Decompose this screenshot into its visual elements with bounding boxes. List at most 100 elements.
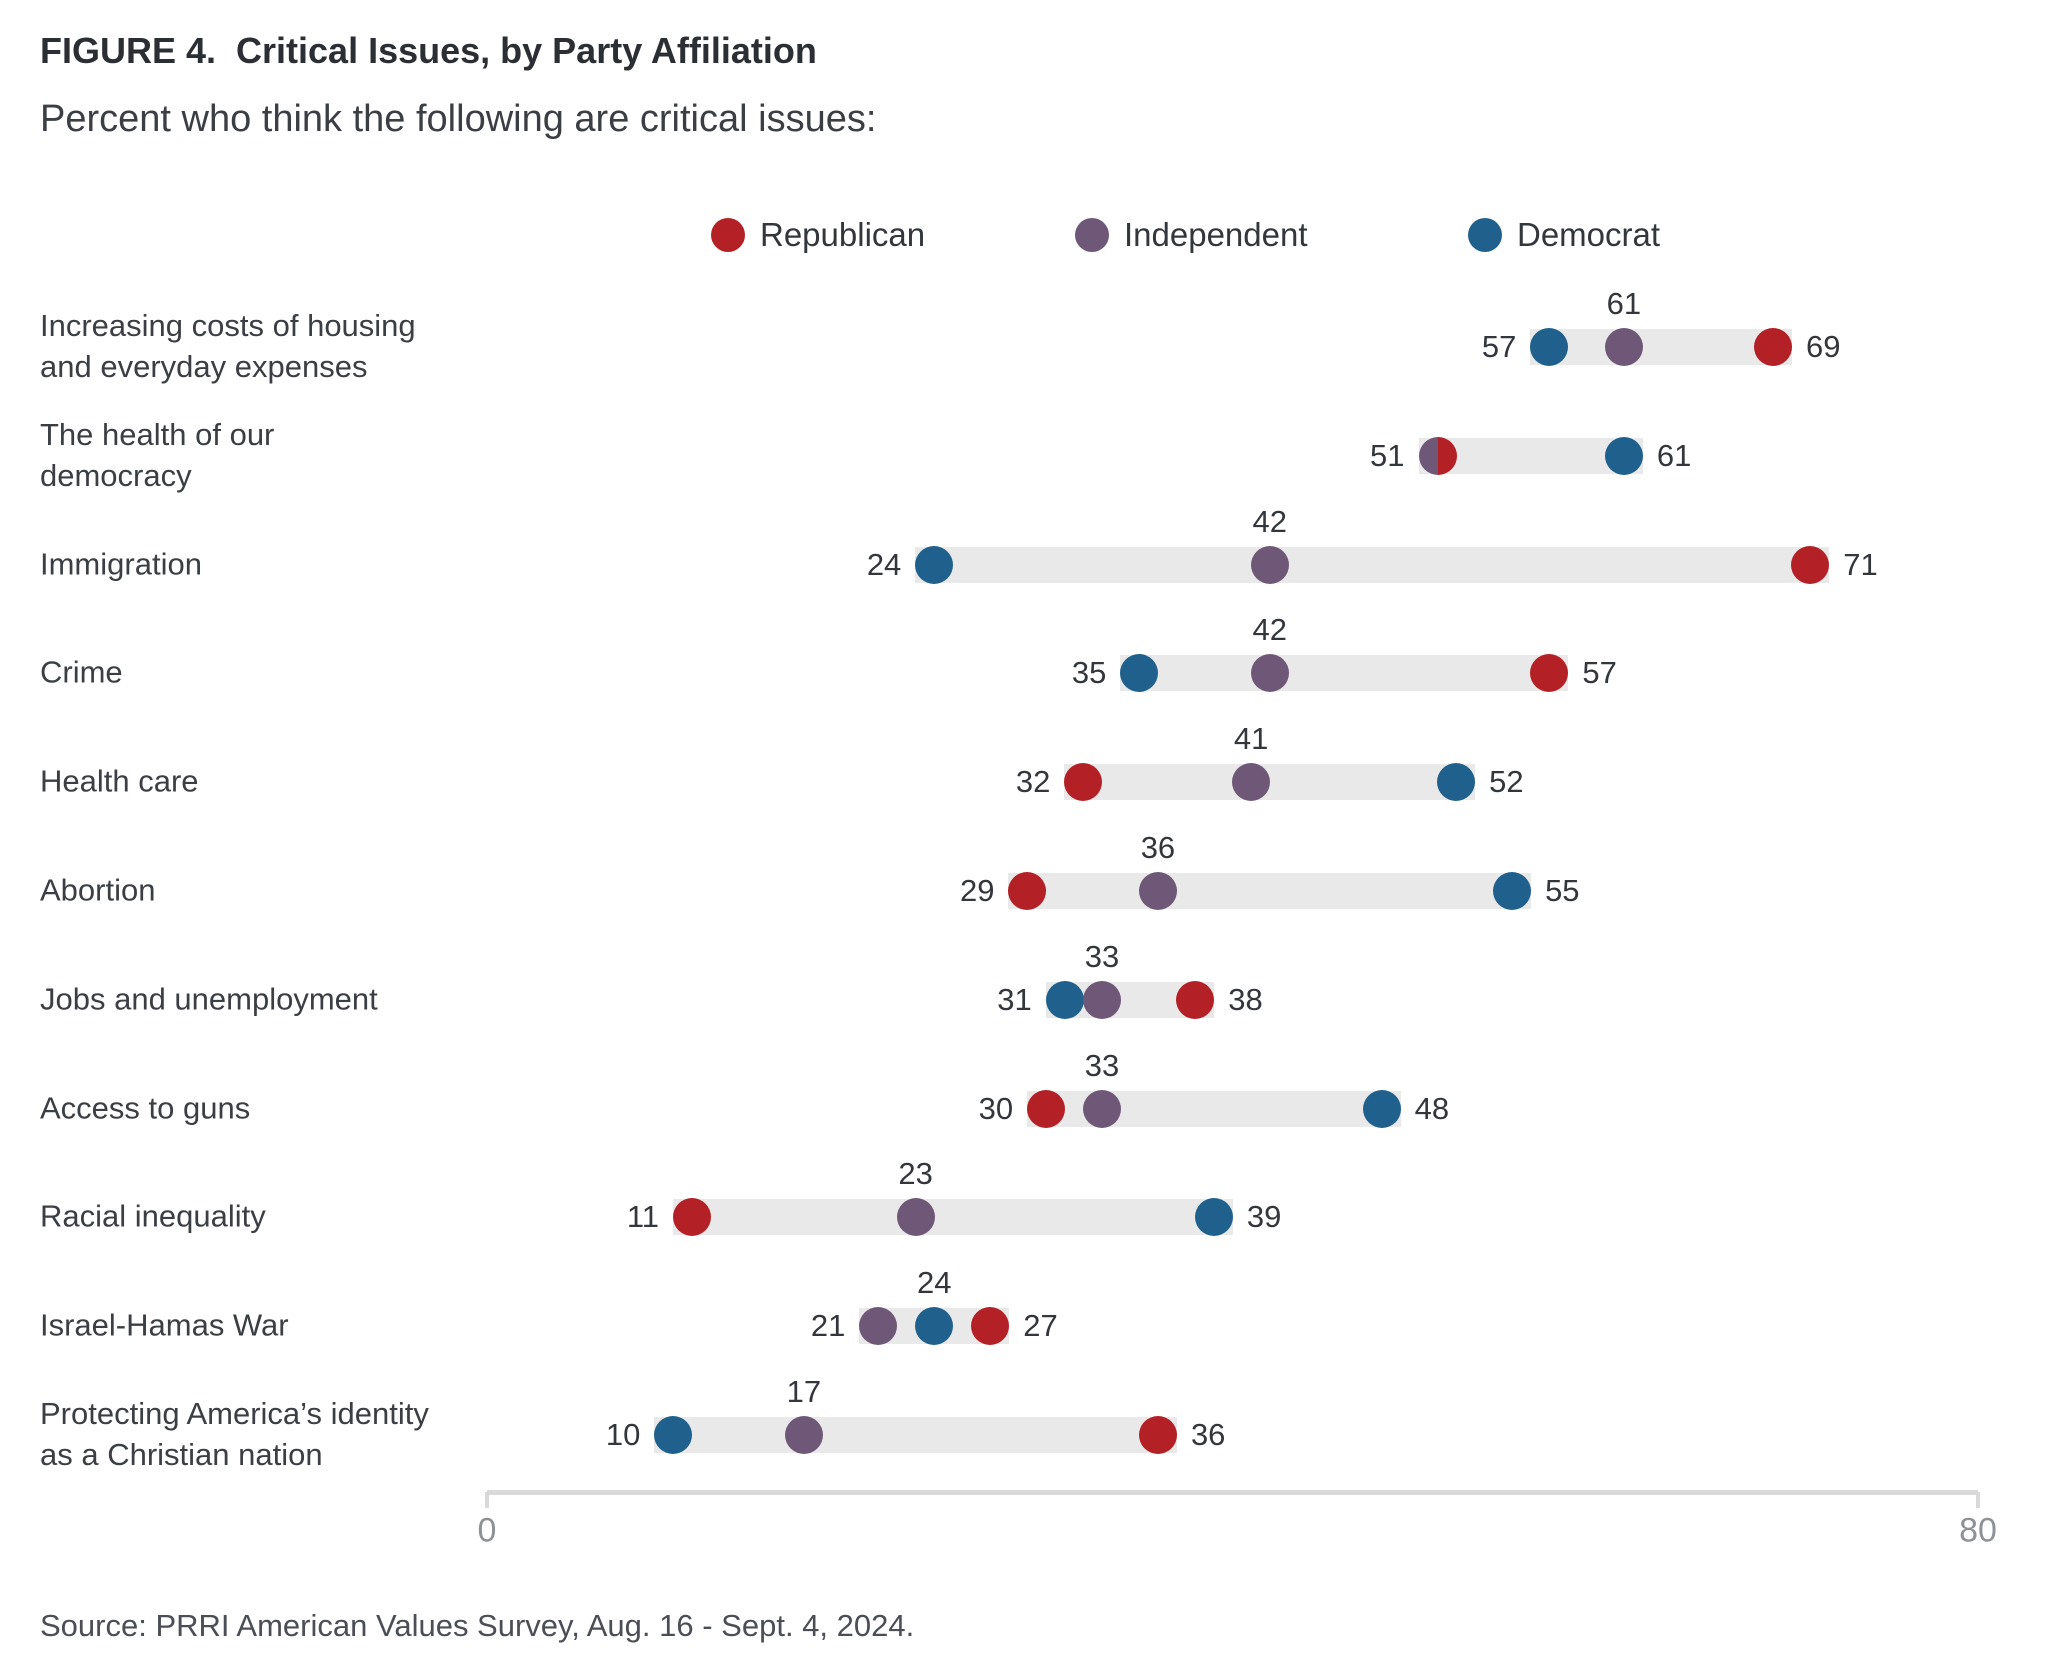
value-label-independent: 21 <box>810 1308 846 1344</box>
legend-label-independent: Independent <box>1124 216 1308 253</box>
dumbbell-bar <box>1120 655 1569 692</box>
value-label-republican: 30 <box>978 1090 1014 1126</box>
value-label-republican: 32 <box>1015 764 1051 800</box>
value-label-democrat: 24 <box>866 546 902 582</box>
source-note: Source: PRRI American Values Survey, Aug… <box>40 1608 915 1643</box>
value-label-republican: 29 <box>960 873 995 908</box>
dot-independent <box>1250 654 1289 693</box>
category-label: Israel-Hamas War <box>40 1307 289 1343</box>
dot-independent <box>1250 545 1289 584</box>
value-label-democrat: 52 <box>1489 764 1524 800</box>
value-label-republican: 57 <box>1582 655 1617 691</box>
dot-democrat <box>1362 1089 1401 1128</box>
value-label-independent: 36 <box>1140 830 1176 865</box>
dumbbell-bar <box>915 546 1830 583</box>
value-label-democrat: 31 <box>997 981 1032 1017</box>
dot-independent <box>896 1198 935 1237</box>
value-label-independent: 17 <box>786 1374 822 1409</box>
dot-republican <box>1027 1089 1066 1128</box>
category-label: Jobs and unemployment <box>40 981 378 1017</box>
figure-subtitle: Percent who think the following are crit… <box>40 98 877 140</box>
dot-republican <box>1176 980 1215 1019</box>
legend-item-independent: Independent <box>1075 216 1308 254</box>
value-label-independent: 23 <box>898 1156 933 1192</box>
category-label: The health of our democracy <box>40 416 275 493</box>
category-label: Health care <box>40 763 199 799</box>
dot-independent <box>784 1416 823 1454</box>
dot-republican <box>971 1307 1010 1346</box>
legend-dot-republican-icon <box>711 218 745 252</box>
figure-title: FIGURE 4. Critical Issues, by Party Affi… <box>40 30 817 71</box>
dot-republican <box>1138 1416 1177 1454</box>
category-label: Increasing costs of housing and everyday… <box>40 308 416 384</box>
legend-item-democrat: Democrat <box>1468 216 1660 254</box>
dot-democrat <box>1437 763 1476 802</box>
dot-split-independent-republican <box>1418 436 1457 475</box>
dumbbell-bar <box>673 1199 1233 1236</box>
value-label-independent: 42 <box>1252 503 1288 539</box>
x-tick-label-0: 0 <box>477 1511 497 1550</box>
value-label-independent: 61 <box>1606 286 1642 321</box>
value-label-democrat: 57 <box>1481 329 1517 364</box>
legend-dot-democrat-icon <box>1468 218 1502 252</box>
x-axis-tick <box>485 1492 489 1508</box>
dot-independent <box>859 1307 898 1346</box>
dot-democrat <box>915 545 954 584</box>
value-label-independent: 33 <box>1084 1047 1120 1083</box>
category-label: Access to guns <box>40 1090 251 1126</box>
dot-democrat <box>1194 1198 1233 1237</box>
legend-label-democrat: Democrat <box>1517 216 1661 253</box>
value-label-republican: 11 <box>626 1199 659 1235</box>
x-axis-line <box>487 1490 1978 1495</box>
legend-label-republican: Republican <box>760 216 926 253</box>
value-label-independent: 41 <box>1233 721 1269 757</box>
dot-republican <box>1530 654 1569 693</box>
legend-dot-independent-icon <box>1075 218 1109 252</box>
value-label-republican: 71 <box>1843 546 1878 582</box>
value-label-democrat: 24 <box>917 1265 952 1301</box>
dot-independent <box>1604 328 1643 366</box>
dumbbell-bar <box>1008 873 1532 909</box>
dot-republican <box>1791 545 1830 584</box>
dot-democrat <box>1604 436 1643 475</box>
dot-republican <box>673 1198 711 1237</box>
value-label-democrat: 48 <box>1414 1090 1450 1126</box>
dot-republican <box>1753 328 1792 366</box>
dot-independent <box>1083 1089 1122 1128</box>
dot-democrat <box>1493 872 1532 910</box>
dot-democrat <box>1045 980 1084 1019</box>
dumbbell-bar <box>1530 329 1792 365</box>
category-label: Immigration <box>40 546 202 582</box>
dot-independent <box>1232 763 1271 802</box>
dot-democrat <box>1530 328 1569 366</box>
dot-democrat <box>915 1307 954 1346</box>
dot-republican <box>1064 763 1103 802</box>
value-label-democrat: 61 <box>1656 437 1692 473</box>
value-label-republican: 38 <box>1228 981 1263 1017</box>
dumbbell-bar <box>654 1417 1177 1453</box>
value-label-republican: 51 <box>1370 437 1405 473</box>
dot-independent <box>1083 980 1122 1019</box>
value-label-republican: 36 <box>1190 1417 1226 1452</box>
x-axis-tick <box>1976 1492 1980 1508</box>
dot-democrat <box>654 1416 693 1454</box>
legend-item-republican: Republican <box>711 216 925 254</box>
category-label: Crime <box>40 654 123 690</box>
value-label-democrat: 39 <box>1246 1199 1282 1235</box>
dot-republican <box>1008 872 1047 910</box>
value-label-independent: 33 <box>1084 938 1120 974</box>
value-label-independent: 42 <box>1252 612 1288 648</box>
dot-independent <box>1138 872 1177 910</box>
category-label: Abortion <box>40 872 156 908</box>
category-label: Protecting America’s identity as a Chris… <box>40 1396 429 1472</box>
value-label-democrat: 10 <box>605 1417 641 1452</box>
x-tick-label-80: 80 <box>1959 1511 1997 1550</box>
value-label-republican: 27 <box>1023 1308 1058 1344</box>
value-label-republican: 69 <box>1805 329 1841 364</box>
value-label-democrat: 35 <box>1071 655 1107 691</box>
value-label-democrat: 55 <box>1545 873 1580 908</box>
category-label: Racial inequality <box>40 1198 266 1234</box>
dot-democrat <box>1120 654 1159 693</box>
